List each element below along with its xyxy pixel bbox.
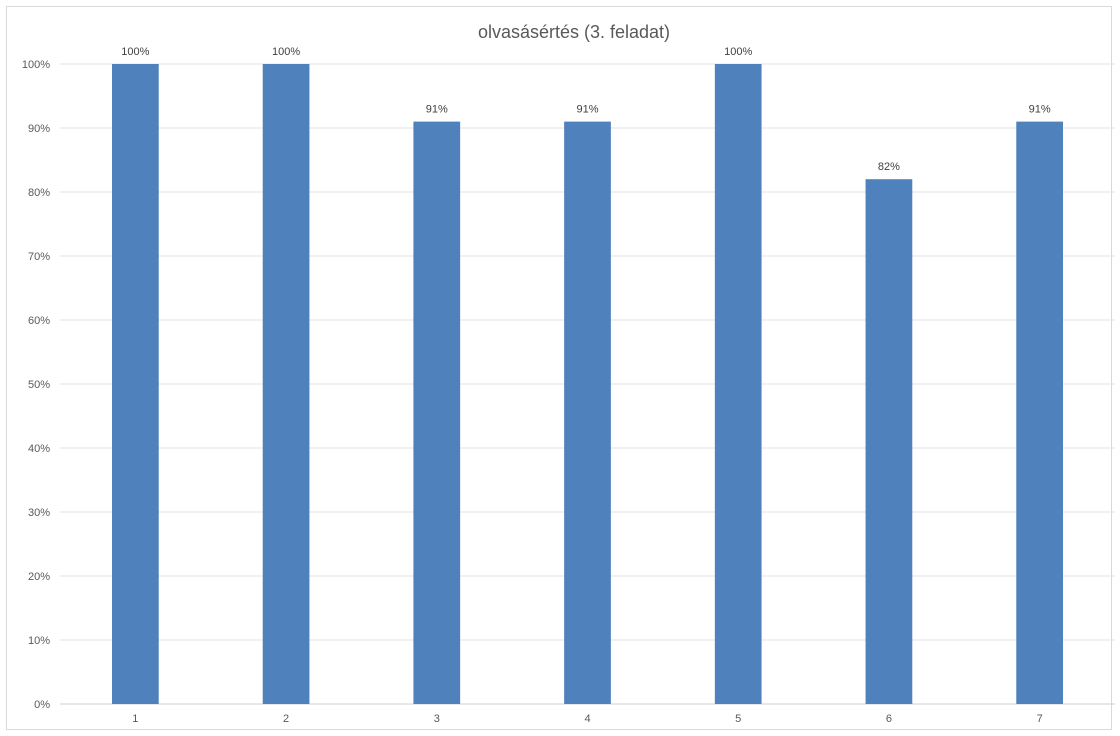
- data-label: 91%: [1029, 104, 1051, 116]
- y-tick-label: 10%: [28, 635, 50, 647]
- data-label: 100%: [724, 46, 752, 58]
- y-tick-label: 40%: [28, 443, 50, 455]
- bar: [865, 179, 913, 704]
- x-tick-label: 6: [886, 713, 892, 725]
- bar: [714, 64, 762, 704]
- bar: [564, 121, 611, 705]
- data-label: 100%: [121, 46, 149, 58]
- y-tick-label: 20%: [28, 571, 50, 583]
- data-labels: 100% 100% 91% 91% 100% 82% 91%: [121, 46, 1051, 173]
- chart-title: olvasásértés (3. feladat): [478, 22, 670, 42]
- x-tick-label: 3: [434, 713, 440, 725]
- x-tick-label: 4: [584, 713, 590, 725]
- chart-frame: [6, 6, 1112, 730]
- data-label: 91%: [576, 104, 598, 116]
- y-tick-label: 50%: [28, 379, 50, 391]
- bars: [111, 64, 1064, 705]
- y-tick-label: 80%: [28, 187, 50, 199]
- x-axis-ticks: 1 2 3 4 5 6 7: [132, 713, 1042, 725]
- bar: [262, 64, 310, 704]
- bar: [413, 121, 461, 705]
- x-tick-label: 1: [132, 713, 138, 725]
- y-tick-label: 0%: [34, 699, 50, 711]
- y-tick-label: 30%: [28, 507, 50, 519]
- data-label: 100%: [272, 46, 300, 58]
- x-tick-label: 2: [283, 713, 289, 725]
- x-tick-label: 5: [735, 713, 741, 725]
- data-label: 82%: [878, 161, 900, 173]
- x-tick-label: 7: [1037, 713, 1043, 725]
- y-axis-ticks: 0% 10% 20% 30% 40% 50% 60% 70% 80% 90% 100%: [22, 59, 50, 711]
- bar: [1016, 121, 1064, 705]
- y-tick-label: 100%: [22, 59, 50, 71]
- y-tick-label: 90%: [28, 123, 50, 135]
- y-tick-label: 70%: [28, 251, 50, 263]
- y-tick-label: 60%: [28, 315, 50, 327]
- bar: [111, 64, 159, 704]
- data-label: 91%: [426, 104, 448, 116]
